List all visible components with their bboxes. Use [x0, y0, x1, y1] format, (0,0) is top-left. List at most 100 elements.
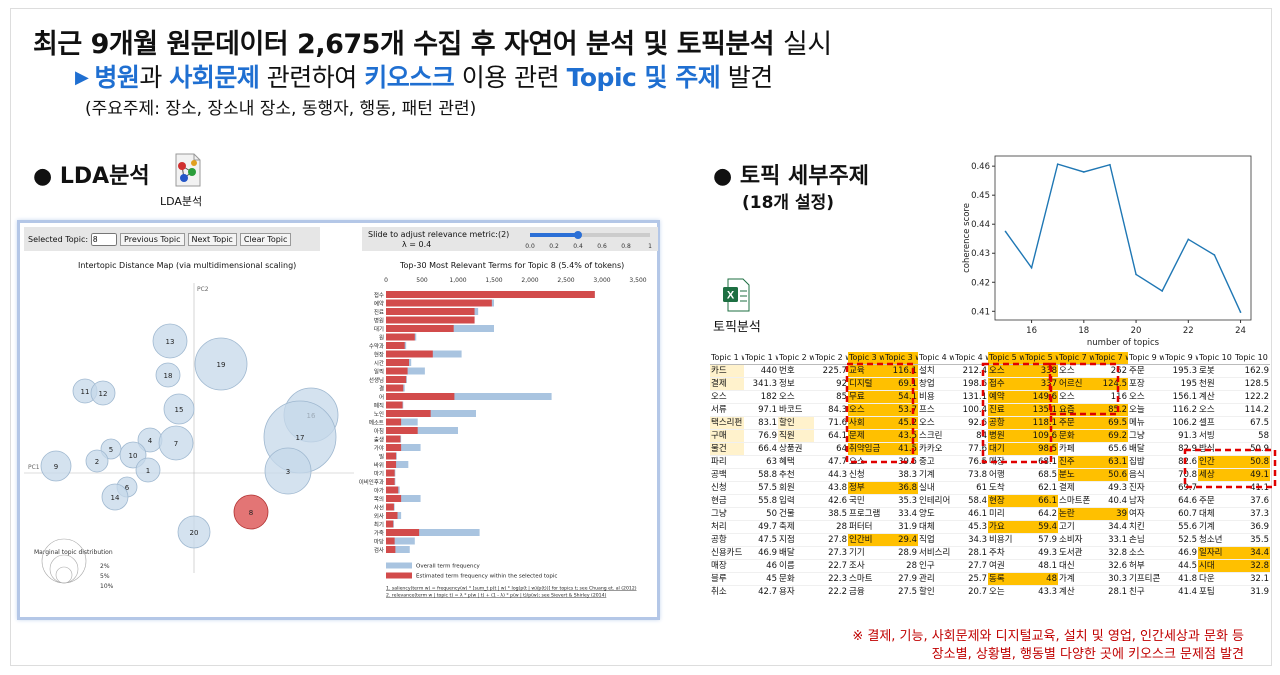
- table-cell: 43.3: [1024, 585, 1058, 597]
- table-cell: 22.2: [814, 585, 848, 597]
- table-cell: 76.9: [744, 429, 778, 443]
- term-label: 일찍: [374, 368, 384, 376]
- term-label: 메소트: [369, 419, 384, 427]
- y-tick-label: 0.44: [971, 220, 990, 230]
- selected-topic-input[interactable]: [91, 232, 118, 246]
- slider-handle: [574, 231, 582, 239]
- previous-topic-button[interactable]: Previous Topic: [120, 232, 185, 246]
- table-cell: 직업: [918, 533, 954, 547]
- table-cell: 64.2: [1024, 507, 1058, 521]
- term-label: 검사: [374, 546, 384, 554]
- table-cell: 35.5: [1234, 533, 1270, 547]
- x-tick-label: 16: [1026, 326, 1037, 336]
- table-cell: 50.6: [1094, 468, 1128, 482]
- table-cell: 53.7: [884, 403, 918, 417]
- table-cell: 택스리펀: [710, 416, 744, 430]
- table-cell: 64: [814, 442, 848, 456]
- table-row: 구매 76.9 직원 64.1 문제 43.5 스크린 84 병원 109.6 문화 69.2 그냥 91…: [710, 429, 1270, 443]
- finding-note-1: ※ 결제, 기능, 사회문제와 디지털교육, 설치 및 영업, 인간세상과 문화…: [852, 629, 1244, 644]
- table-cell: 관리: [918, 572, 954, 586]
- table-cell: 33.1: [1094, 533, 1128, 547]
- table-cell: 결제: [710, 377, 744, 391]
- estimated-frequency-bar: [386, 299, 492, 307]
- table-cell: 건물: [778, 507, 814, 521]
- svg-text:X: X: [727, 290, 735, 302]
- table-cell: 용자: [778, 585, 814, 597]
- table-cell: 방식: [1198, 442, 1234, 456]
- table-cell: 도서관: [1058, 546, 1094, 560]
- next-topic-button[interactable]: Next Topic: [187, 232, 237, 246]
- topic-bubble-1: [135, 457, 161, 483]
- table-cell: 공항: [710, 533, 744, 547]
- topic-bubble-18: [155, 362, 181, 388]
- table-cell: 가계: [1058, 572, 1094, 586]
- estimated-frequency-bar: [386, 333, 415, 341]
- coherence-point: [1161, 290, 1163, 292]
- table-cell: 설치: [918, 364, 954, 378]
- table-cell: 47.7: [814, 455, 848, 469]
- table-cell: 55.8: [744, 494, 778, 508]
- table-cell: 28: [884, 559, 918, 573]
- bar-axis-tick: 3,000: [593, 277, 610, 284]
- table-cell: 배달: [1128, 442, 1164, 456]
- coherence-line: [1004, 163, 1242, 313]
- table-cell: 포장: [1128, 377, 1164, 391]
- table-cell: 신청: [710, 481, 744, 495]
- topic-bubble-label: 4: [148, 437, 153, 445]
- clear-topic-button[interactable]: Clear Topic: [239, 232, 292, 246]
- table-cell: 40.4: [1094, 494, 1128, 508]
- slider-tick-label: 0.8: [621, 243, 631, 250]
- table-cell: 인테리어: [918, 494, 954, 508]
- table-cell: 집밥: [1128, 455, 1164, 469]
- column-header: Topic 10 wi: [1198, 352, 1234, 365]
- table-cell: 44.3: [814, 468, 848, 482]
- table-cell: 바코드: [778, 403, 814, 417]
- table-cell: 비용기: [988, 533, 1024, 547]
- table-cell: 52.5: [1164, 533, 1198, 547]
- relevance-slider[interactable]: 0.0 0.2 0.4 0.6 0.8 1: [522, 227, 658, 251]
- topic-bubble-label: 10: [129, 452, 138, 460]
- table-cell: 취약임금: [848, 442, 884, 456]
- marginal-tick: 10%: [100, 583, 114, 590]
- table-cell: 청소년: [1198, 533, 1234, 547]
- column-header: Topic 7 wi: [1094, 352, 1128, 365]
- table-cell: 63.1: [1094, 455, 1128, 469]
- table-cell: 337: [1024, 377, 1058, 391]
- table-cell: 55.6: [1164, 520, 1198, 534]
- intertopic-distance-map[interactable]: PC1PC21319181112151617475210913614820Mar…: [24, 273, 354, 618]
- table-cell: 일자리: [1198, 546, 1234, 560]
- term-label: 아침: [374, 427, 384, 435]
- table-cell: 195: [1164, 377, 1198, 391]
- excel-icon-label: 토픽분석: [713, 320, 761, 335]
- coherence-point: [1213, 254, 1216, 256]
- table-cell: 진주: [1058, 455, 1094, 469]
- estimated-frequency-bar: [386, 342, 405, 349]
- coherence-point: [1109, 163, 1111, 166]
- table-cell: 손님: [1128, 533, 1164, 547]
- bar-axis-tick: 2,500: [557, 277, 574, 284]
- table-cell: 66.4: [744, 442, 778, 456]
- table-cell: 36.8: [884, 481, 918, 495]
- table-cell: 28.1: [954, 546, 988, 560]
- topic-bubble-label: 1: [146, 467, 150, 475]
- table-cell: 공백: [710, 468, 744, 482]
- table-cell: 122.2: [1234, 390, 1270, 404]
- table-cell: 정보: [778, 377, 814, 391]
- table-cell: 신청: [848, 468, 884, 482]
- plot-frame: [994, 155, 1252, 321]
- table-cell: 28.9: [884, 546, 918, 560]
- estimated-frequency-bar: [386, 384, 404, 392]
- estimated-frequency-bar: [386, 486, 399, 494]
- table-cell: 치킨: [1128, 520, 1164, 534]
- table-cell: 진료: [988, 403, 1024, 417]
- table-cell: 61: [954, 481, 988, 495]
- table-cell: 대체: [1198, 507, 1234, 521]
- table-row: 그냥 50 건물 38.5 프로그램 33.4 양도 46.1 미리 64.2 논란 39 여자 60.7…: [710, 507, 1270, 521]
- relevance-slider-box: Slide to adjust relevance metric:(2) λ =…: [362, 227, 658, 251]
- table-header-row: Topic 1 wiTopic 1 wiTopic 2 wiTopic 2 wi…: [710, 352, 1270, 365]
- table-cell: 45: [744, 572, 778, 586]
- table-cell: 주차: [988, 546, 1024, 560]
- table-cell: 배달: [778, 546, 814, 560]
- footnote-saliency: 1. saliency(term w) = frequency(w) * [su…: [386, 586, 637, 592]
- topic-bubble-2: [85, 449, 109, 473]
